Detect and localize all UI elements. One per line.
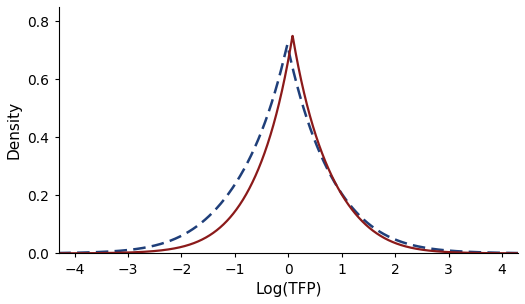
Y-axis label: Density: Density xyxy=(7,101,22,159)
X-axis label: Log(TFP): Log(TFP) xyxy=(255,282,321,297)
